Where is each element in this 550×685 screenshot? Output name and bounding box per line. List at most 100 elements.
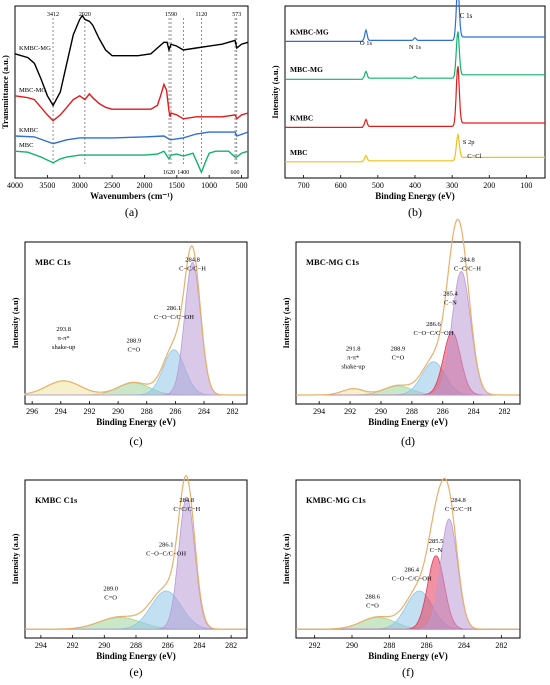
peak-marker-label: 1120: [196, 12, 208, 18]
x-tick-label: 3500: [39, 181, 55, 190]
peak-label: 293.8: [56, 326, 71, 333]
y-axis-label: Intensity (a.u): [281, 533, 291, 584]
peak-label: C−C/C−H: [454, 265, 481, 272]
peak-label: C=O: [104, 595, 117, 602]
peak-label: C−O−C/C−OH: [392, 576, 432, 583]
x-tick-label: 296: [26, 407, 38, 416]
x-tick-label: 292: [67, 641, 79, 650]
peak-label: 286.1: [167, 305, 182, 312]
x-tick-label: 282: [225, 641, 237, 650]
x-tick-label: 284: [198, 407, 210, 416]
x-axis-label: Binding Energy (eV): [96, 651, 176, 661]
x-tick-label: 292: [344, 407, 356, 416]
y-axis-label: Intensity (a.u.): [270, 65, 280, 118]
x-tick-label: 400: [409, 181, 421, 190]
y-axis-label: Transmittance (a.u.): [0, 55, 10, 129]
x-tick-label: 500: [236, 181, 248, 190]
panel-caption: (b): [408, 205, 422, 219]
peak-label: C 1s: [460, 12, 473, 20]
panel-title: KMBC-MG C1s: [306, 495, 366, 505]
peak-marker-label: 1400: [177, 170, 189, 176]
series-line: [14, 150, 249, 175]
x-axis-label: Binding Energy (eV): [368, 417, 448, 427]
series-line: [14, 131, 249, 145]
x-tick-label: 290: [112, 407, 124, 416]
peak-label: C−C/C−H: [173, 506, 200, 513]
plot-frame: [295, 479, 521, 639]
x-tick-label: 282: [227, 407, 239, 416]
panel-b: 700 600 500 400 300 200 100 Binding Energy (eV)…: [270, 0, 546, 219]
x-tick-label: 294: [313, 407, 325, 416]
series-label: KMBC-MG: [290, 27, 329, 36]
x-tick-label: 292: [309, 641, 321, 650]
x-axis-label: Wavenumbers (cm⁻¹): [90, 191, 173, 201]
peak-marker-label: 1620: [163, 170, 175, 176]
peak-label: C−O−C/C−OH: [414, 330, 454, 337]
x-tick-label: 500: [372, 181, 384, 190]
x-tick-label: 294: [55, 407, 67, 416]
peak-label: 291.8: [346, 346, 361, 353]
envelope-curve: [296, 477, 520, 630]
peak-label: C−C/C−H: [179, 265, 206, 272]
series-label: MBC-MG: [290, 65, 323, 74]
series-label: KMBC: [290, 113, 313, 122]
x-tick-label: 284: [458, 641, 470, 650]
series-label: MBC: [19, 142, 33, 149]
peak-marker-label: 600: [231, 170, 240, 176]
x-tick-label: 294: [35, 641, 47, 650]
x-tick-label: 2000: [136, 181, 152, 190]
panel-title: MBC-MG C1s: [306, 257, 360, 267]
x-tick-label: 288: [383, 641, 395, 650]
peak-label: shake-up: [52, 344, 75, 351]
x-tick-label: 292: [83, 407, 95, 416]
panel-d: 294 292 290 288 286 284 282 Binding Energy (eV)…: [281, 218, 521, 448]
x-tick-label: 288: [130, 641, 142, 650]
peak-label: C−O−C/C−OH: [146, 550, 186, 557]
x-axis-label: Binding Energy (eV): [375, 191, 455, 201]
peak-marker-label: 2920: [79, 12, 91, 18]
envelope-curve: [296, 218, 520, 396]
series-label: MBC: [290, 148, 308, 157]
peak-label: 288.9: [127, 337, 142, 344]
x-tick-label: 290: [98, 641, 110, 650]
peak-label: N 1s: [409, 44, 422, 51]
envelope-curve: [25, 474, 247, 630]
x-tick-label: 290: [346, 641, 358, 650]
peak-label: C−Cl: [467, 153, 481, 160]
panel-c: 296 294 292 290 288 286 284 282 Binding Energy (…: [10, 241, 248, 448]
panel-caption: (d): [401, 434, 415, 448]
x-tick-label: 300: [446, 181, 458, 190]
series-label: MBC-MG: [19, 87, 46, 94]
peak-label: 288.6: [365, 594, 380, 601]
x-tick-label: 286: [169, 407, 181, 416]
series-line: [14, 14, 249, 107]
x-tick-label: 282: [495, 641, 507, 650]
panel-f: 292 290 288 286 284 282 Binding Energy (eV) Int…: [281, 477, 521, 679]
peak-label: S 2p: [463, 139, 475, 146]
peak-label: 284.8: [460, 256, 475, 263]
peak-label: 286.1: [159, 541, 174, 548]
peak-label: C−O−C/C−OH: [154, 314, 194, 321]
peak-label: 284.8: [179, 497, 194, 504]
peak-label: C=O: [392, 355, 405, 362]
peak-label: 285.5: [429, 538, 444, 545]
peak-marker-label: 3412: [47, 12, 59, 18]
x-tick-label: 288: [406, 407, 418, 416]
panel-title: MBC C1s: [35, 257, 71, 267]
envelope-curve: [24, 245, 247, 396]
x-tick-label: 282: [499, 407, 511, 416]
peak-label: shake-up: [341, 364, 364, 371]
peak-label: 284.8: [451, 497, 466, 504]
peak-label: 289.0: [103, 586, 118, 593]
panel-a: 4000 3500 3000 2500 2000 1500 1000 500 Wavenumbe…: [0, 5, 249, 219]
plot-frame: [24, 241, 248, 405]
x-axis-label: Binding Energy (eV): [368, 651, 448, 661]
x-axis-label: Binding Energy (eV): [96, 417, 176, 427]
peak-marker-label: 1590: [165, 12, 177, 18]
peak-label: 284.8: [185, 256, 200, 263]
x-tick-label: 100: [520, 181, 532, 190]
x-tick-label: 286: [437, 407, 449, 416]
x-tick-label: 288: [141, 407, 153, 416]
panel-e: 294 292 290 288 286 284 282 Binding Energy (eV)…: [10, 474, 248, 679]
